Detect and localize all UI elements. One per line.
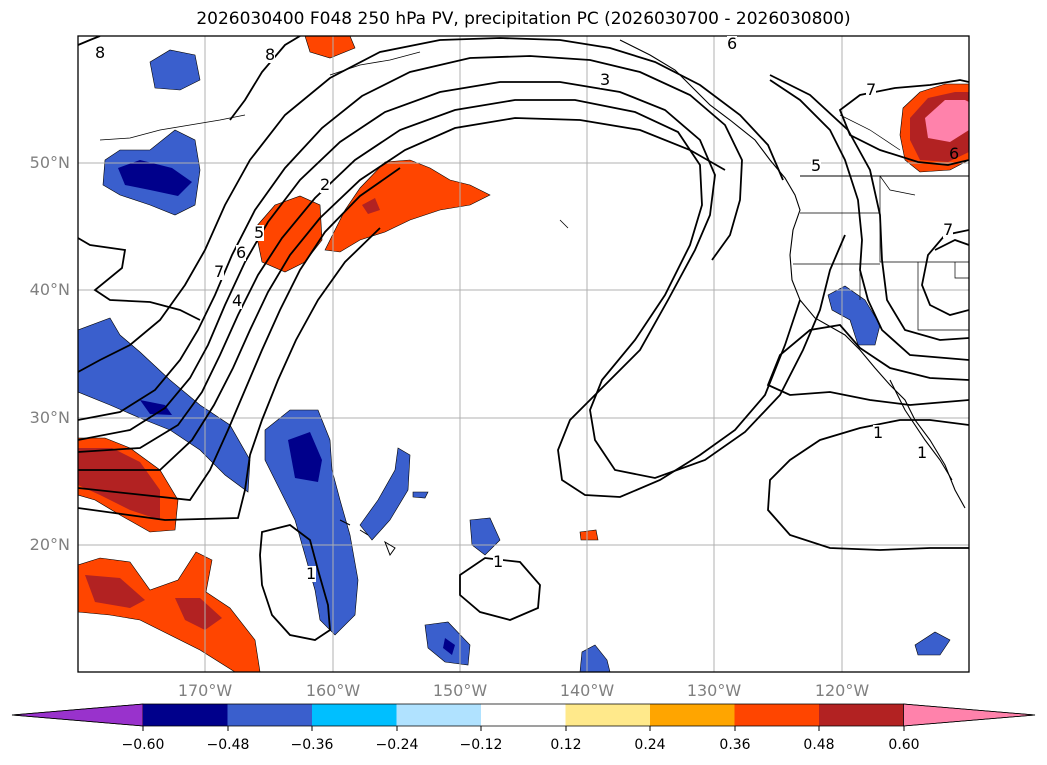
lon-label: 160°W — [305, 681, 361, 700]
precip-positive-core — [175, 598, 222, 630]
contour-label: 1 — [917, 443, 928, 462]
lon-label: 130°W — [686, 681, 742, 700]
precip-positive-core — [362, 198, 380, 214]
lon-label: 120°W — [814, 681, 870, 700]
precip-positive-core — [78, 448, 160, 520]
contour-label: 6 — [727, 34, 738, 53]
colorbar-swatch — [312, 704, 397, 726]
pv-contour — [78, 227, 381, 521]
pv-contour — [229, 36, 301, 121]
coastlines — [99, 39, 969, 557]
contour-label: 6 — [949, 144, 960, 163]
colorbar-tick-label: 0.36 — [719, 737, 751, 753]
precip-negative-core — [288, 432, 322, 482]
colorbar — [11, 703, 1036, 727]
contour-label: 5 — [811, 156, 822, 175]
contour-label: 1 — [873, 423, 884, 442]
pv-contour — [766, 324, 969, 406]
map-background — [78, 36, 969, 672]
precip-positive-area — [579, 529, 599, 541]
pv-contour — [769, 74, 969, 341]
precip-negative-area — [412, 491, 429, 499]
colorbar-swatch — [396, 704, 481, 726]
precip-negative-core — [140, 400, 172, 415]
precip-negative-area — [469, 517, 501, 556]
pv-contour — [78, 99, 846, 479]
lat-label: 30°N — [29, 408, 70, 427]
colorbar-swatch — [481, 704, 566, 726]
canada-inland-lines — [839, 114, 916, 196]
pv-contour — [259, 524, 331, 641]
lon-label: 170°W — [177, 681, 233, 700]
contour-label: 1 — [493, 552, 504, 571]
lat-label: 20°N — [29, 535, 70, 554]
precip-positive-peak — [925, 100, 969, 142]
pv-contour — [767, 419, 969, 551]
colorbar-extend-high — [903, 703, 1036, 727]
contour-label: 7 — [943, 220, 954, 239]
colorbar-tick-label: 0.48 — [803, 737, 835, 753]
lon-label: 150°W — [432, 681, 488, 700]
baja-coastline — [889, 379, 953, 481]
precip-negative-area — [359, 447, 411, 541]
precipitation-shading — [78, 36, 969, 672]
contour-label: 7 — [214, 262, 225, 281]
lat-label: 50°N — [29, 153, 70, 172]
pv-contour — [78, 117, 726, 471]
contour-label: 7 — [866, 80, 877, 99]
state-boundaries — [793, 176, 969, 331]
colorbar-swatch — [565, 704, 650, 726]
colorbar-tick-label: −0.60 — [121, 737, 165, 753]
precip-negative-area — [827, 285, 881, 346]
colorbar-swatch — [819, 704, 904, 726]
contour-label: 1 — [306, 564, 317, 583]
pv-contour — [78, 37, 784, 373]
north-america-coastline — [619, 39, 966, 509]
contour-label: 2 — [320, 175, 331, 194]
contour-label: 8 — [265, 45, 276, 64]
colorbar-tick-label: −0.36 — [290, 737, 334, 753]
colorbar-swatch — [734, 704, 819, 726]
pv-contour — [78, 81, 801, 498]
contour-label: 3 — [600, 70, 611, 89]
pv-contour — [838, 79, 969, 166]
lon-label: 140°W — [559, 681, 615, 700]
contour-label: 4 — [232, 291, 243, 310]
precip-negative-core — [118, 160, 192, 196]
colorbar-tick-label: −0.24 — [375, 737, 419, 753]
precip-positive-core — [85, 575, 145, 608]
precip-negative-area — [264, 409, 359, 636]
colorbar-tick-label: 0.24 — [634, 737, 666, 753]
colorbar-tick-label: −0.12 — [459, 737, 503, 753]
map-title: 2026030400 F048 250 hPa PV, precipitatio… — [196, 9, 851, 29]
colorbar-swatch — [227, 704, 312, 726]
colorbar-ticks — [142, 726, 905, 731]
pv-contour — [769, 79, 969, 361]
precip-negative-area — [149, 49, 201, 91]
colorbar-tick-label: 0.60 — [888, 737, 920, 753]
colorbar-swatch — [650, 704, 735, 726]
pv-contour — [934, 239, 969, 251]
colorbar-swatch — [143, 704, 228, 726]
pv-contour — [78, 36, 101, 46]
precip-negative-area — [914, 631, 951, 656]
precip-negative-core — [443, 638, 455, 655]
contour-label: 6 — [236, 243, 247, 262]
pv-contour — [78, 167, 401, 501]
lat-label: 40°N — [29, 280, 70, 299]
colorbar-extend-low — [11, 703, 144, 727]
colorbar-tick-label: −0.48 — [206, 737, 250, 753]
precip-positive-area — [304, 36, 356, 59]
colorbar-tick-label: 0.12 — [550, 737, 582, 753]
pv-contours — [78, 36, 969, 641]
pv-contour — [78, 55, 743, 421]
map-frame — [77, 35, 970, 673]
hawaii-islands — [339, 519, 396, 557]
contour-label: 8 — [95, 43, 106, 62]
contour-label: 5 — [254, 223, 265, 242]
